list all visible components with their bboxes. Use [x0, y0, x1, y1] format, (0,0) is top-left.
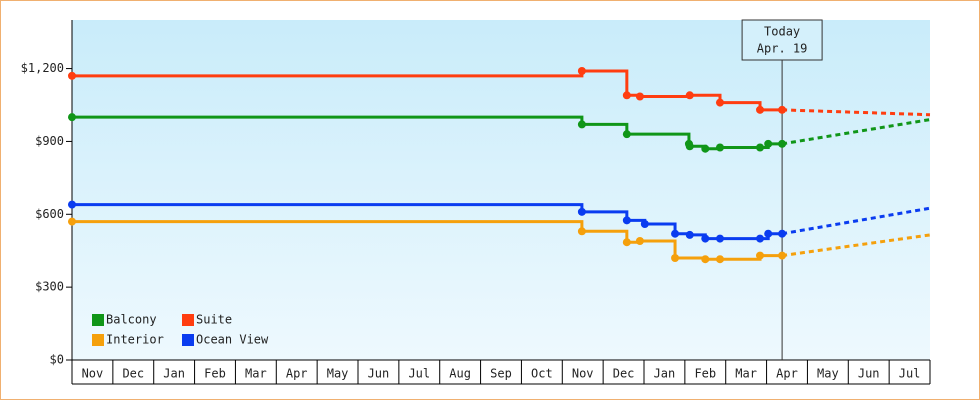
data-point — [756, 251, 765, 260]
data-point — [68, 200, 76, 209]
y-tick-label: $600 — [35, 207, 64, 221]
legend-swatch — [182, 314, 194, 326]
x-tick-label: Jul — [899, 367, 921, 381]
data-point — [635, 237, 644, 245]
today-date: Apr. 19 — [757, 42, 808, 56]
data-point — [715, 98, 724, 107]
data-point — [685, 142, 694, 151]
x-tick-label: Aug — [449, 367, 471, 381]
y-tick-label: $300 — [35, 280, 64, 294]
data-point — [635, 92, 644, 101]
x-tick-label: Mar — [245, 367, 267, 381]
x-tick-label: Jan — [654, 367, 676, 381]
data-point — [622, 91, 631, 100]
legend-swatch — [92, 314, 104, 326]
x-tick-label: Dec — [613, 367, 635, 381]
data-point — [701, 234, 710, 243]
legend-label: Interior — [106, 333, 164, 347]
data-point — [685, 230, 694, 239]
legend-label: Suite — [196, 313, 232, 327]
series-line — [72, 69, 783, 112]
x-tick-label: Jan — [163, 367, 185, 381]
series-line — [72, 220, 783, 261]
data-point — [640, 220, 649, 228]
data-point — [778, 251, 787, 260]
data-point — [622, 130, 631, 139]
y-tick-label: $900 — [35, 134, 64, 148]
data-point — [622, 238, 631, 247]
data-point — [671, 229, 680, 238]
data-point — [764, 229, 773, 238]
data-point — [701, 255, 710, 264]
data-point — [715, 255, 724, 264]
data-point — [68, 113, 76, 122]
x-tick-label: May — [327, 367, 349, 381]
data-point — [622, 216, 631, 225]
forecast-line — [781, 233, 931, 258]
legend-label: Ocean View — [196, 333, 269, 347]
x-tick-label: Apr — [776, 367, 798, 381]
x-tick-label: May — [817, 367, 839, 381]
today-box — [741, 19, 823, 61]
data-point — [756, 105, 765, 114]
x-tick-label: Apr — [286, 367, 308, 381]
data-point — [715, 234, 724, 243]
data-point — [577, 67, 586, 75]
data-point — [577, 120, 586, 129]
data-point — [577, 207, 586, 216]
data-point — [685, 91, 694, 100]
x-tick-label: Feb — [204, 367, 226, 381]
x-tick-label: Dec — [122, 367, 144, 381]
y-tick-label: $1,200 — [21, 61, 64, 75]
x-tick-label: Jul — [408, 367, 430, 381]
x-tick-label: Nov — [82, 367, 104, 381]
forecast-line — [781, 206, 931, 236]
data-point — [68, 71, 76, 80]
data-point — [671, 254, 680, 262]
x-tick-label: Jun — [858, 367, 880, 381]
data-point — [68, 217, 76, 226]
data-point — [764, 139, 773, 148]
legend-swatch — [182, 334, 194, 346]
x-tick-label: Nov — [572, 367, 594, 381]
data-point — [577, 227, 586, 236]
data-point — [778, 229, 787, 238]
y-tick-label: $0 — [50, 353, 64, 367]
forecast-line — [782, 108, 931, 117]
forecast-line — [781, 118, 931, 146]
legend-label: Balcony — [106, 313, 157, 327]
data-point — [756, 234, 765, 243]
data-point — [778, 139, 787, 148]
x-tick-label: Oct — [531, 367, 553, 381]
legend-swatch — [92, 334, 104, 346]
x-tick-label: Mar — [735, 367, 757, 381]
data-point — [778, 105, 787, 114]
today-label: Today — [764, 25, 800, 39]
x-tick-label: Jun — [368, 367, 390, 381]
data-point — [701, 144, 710, 153]
data-point — [756, 143, 765, 152]
x-tick-label: Sep — [490, 367, 512, 381]
data-point — [715, 143, 724, 152]
x-tick-label: Feb — [694, 367, 716, 381]
plot-area — [72, 20, 930, 360]
